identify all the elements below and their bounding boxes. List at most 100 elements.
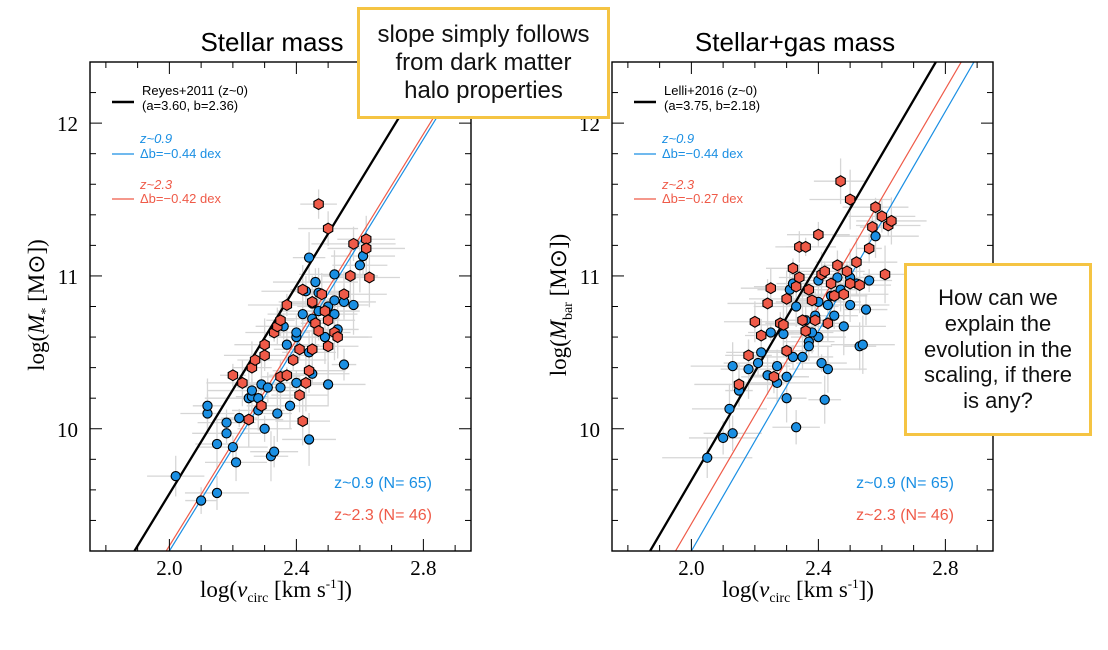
- data-point-hexagon: [838, 288, 849, 301]
- data-point-hexagon: [259, 338, 270, 351]
- data-point-circle: [781, 393, 792, 404]
- data-point-hexagon: [756, 329, 767, 342]
- data-point-circle: [268, 446, 280, 457]
- data-point-circle: [844, 299, 856, 311]
- data-point-circle: [275, 382, 286, 393]
- data-point-hexagon: [800, 324, 811, 337]
- x-tick-label: 2.8: [410, 556, 436, 580]
- data-point-hexagon: [294, 389, 305, 402]
- data-point-circle: [310, 276, 321, 288]
- data-point-hexagon: [322, 340, 334, 353]
- legend: Reyes+2011 (z~0) (a=3.60, b=2.36) z~0.9 …: [112, 83, 248, 206]
- data-point-hexagon: [781, 344, 792, 357]
- data-point-circle: [743, 364, 754, 375]
- data-point-circle: [816, 357, 827, 369]
- panel-title: Stellar+gas mass: [695, 27, 895, 57]
- count-z09: z~0.9 (N= 65): [334, 475, 432, 492]
- data-point-circle: [819, 394, 830, 405]
- legend-z23-label: z~2.3: [139, 177, 173, 192]
- data-point-hexagon: [870, 201, 881, 214]
- x-tick-label: 2.0: [678, 556, 704, 580]
- data-point-circle: [756, 347, 767, 358]
- data-point-hexagon: [809, 314, 821, 327]
- data-point-hexagon: [243, 413, 254, 426]
- data-point-hexagon: [364, 271, 375, 284]
- data-point-circle: [291, 377, 302, 389]
- x-tick-label: 2.8: [932, 556, 958, 580]
- data-point-circle: [259, 423, 270, 434]
- data-point-circle: [272, 408, 283, 419]
- y-tick-label: 11: [58, 265, 78, 289]
- data-point-hexagon: [249, 353, 261, 367]
- data-point-circle: [322, 379, 334, 390]
- legend-reference-params: (a=3.60, b=2.36): [142, 98, 238, 113]
- data-point-hexagon: [851, 256, 862, 269]
- data-point-circle: [864, 275, 875, 286]
- legend-z09-label: z~0.9: [139, 131, 172, 146]
- data-point-circle: [765, 327, 776, 338]
- data-point-hexagon: [294, 343, 305, 356]
- data-point-circle: [262, 382, 273, 393]
- data-point-hexagon: [879, 268, 891, 281]
- data-point-circle: [211, 487, 223, 499]
- data-point-hexagon: [227, 369, 239, 382]
- data-point-hexagon: [803, 283, 815, 296]
- data-point-hexagon: [743, 349, 754, 362]
- data-point-circle: [791, 422, 802, 433]
- callout-slope-note: slope simply follows from dark matter ha…: [357, 7, 610, 119]
- y-tick-label: 12: [57, 112, 78, 136]
- data-point-circle: [303, 434, 315, 445]
- data-point-hexagon: [765, 282, 776, 295]
- data-point-circle: [348, 299, 359, 311]
- data-point-hexagon: [361, 242, 372, 255]
- data-point-hexagon: [256, 399, 267, 412]
- data-point-circle: [211, 438, 223, 450]
- data-point-hexagon: [800, 240, 811, 253]
- data-point-hexagon: [287, 353, 299, 367]
- x-tick-label: 2.0: [156, 556, 182, 580]
- data-point-circle: [246, 385, 258, 396]
- callout-evolution-question: How can we explain the evolution in the …: [904, 263, 1092, 436]
- data-point-hexagon: [794, 271, 805, 284]
- data-point-circle: [857, 339, 868, 350]
- data-point-circle: [195, 495, 207, 506]
- data-point-circle: [221, 417, 232, 428]
- data-point-hexagon: [863, 242, 875, 255]
- data-point-hexagon: [768, 370, 780, 383]
- legend-z09-label: z~0.9: [661, 131, 694, 146]
- y-axis-label: log(Mbar [M⊙]): [546, 234, 576, 377]
- legend-reference-name: Reyes+2011 (z~0): [142, 83, 248, 98]
- data-point-hexagon: [797, 314, 808, 327]
- data-point-hexagon: [322, 222, 334, 235]
- data-point-circle: [791, 301, 802, 312]
- data-point-hexagon: [281, 369, 293, 382]
- data-point-hexagon: [844, 193, 856, 206]
- data-point-hexagon: [297, 415, 308, 428]
- data-point-hexagon: [332, 331, 343, 344]
- data-point-circle: [702, 452, 713, 463]
- data-point-circle: [230, 457, 242, 468]
- data-point-circle: [781, 371, 792, 382]
- data-point-hexagon: [348, 237, 359, 250]
- data-point-hexagon: [749, 315, 761, 328]
- data-point-hexagon: [313, 324, 324, 337]
- panel-stellar-mass: Stellar mass log(M* [M⊙]) log(vcirc [km …: [24, 27, 472, 606]
- data-point-hexagon: [806, 294, 818, 307]
- data-point-circle: [717, 432, 729, 444]
- data-point-hexagon: [876, 210, 888, 223]
- data-point-hexagon: [781, 292, 792, 305]
- data-point-hexagon: [867, 221, 878, 234]
- data-point-hexagon: [297, 283, 308, 296]
- data-point-circle: [329, 269, 340, 280]
- data-point-circle: [803, 341, 814, 352]
- data-point-circle: [329, 295, 340, 306]
- data-point-circle: [727, 428, 738, 439]
- data-point-hexagon: [886, 214, 897, 227]
- x-axis-label: log(vcirc [km s-1]): [200, 576, 352, 606]
- data-point-hexagon: [322, 314, 334, 327]
- data-point-hexagon: [854, 279, 865, 292]
- x-tick-label: 2.4: [805, 556, 832, 580]
- y-tick-label: 10: [579, 418, 600, 442]
